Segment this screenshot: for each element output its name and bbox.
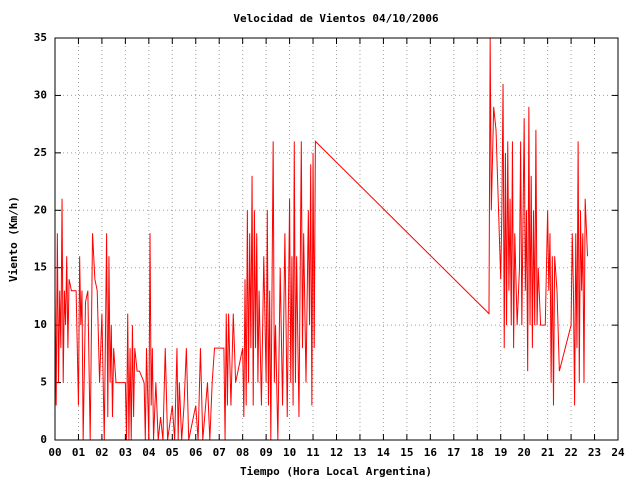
y-tick-label: 0: [40, 433, 47, 446]
x-tick-label: 14: [377, 446, 391, 459]
y-axis-label: Viento (Km/h): [7, 196, 20, 282]
chart-title: Velocidad de Vientos 04/10/2006: [233, 12, 439, 25]
y-tick-label: 35: [34, 31, 47, 44]
x-tick-label: 10: [283, 446, 296, 459]
x-tick-label: 18: [471, 446, 484, 459]
x-tick-label: 04: [142, 446, 156, 459]
x-tick-label: 21: [541, 446, 555, 459]
y-tick-label: 25: [34, 146, 47, 159]
x-tick-label: 08: [236, 446, 249, 459]
y-tick-label: 20: [34, 203, 47, 216]
x-tick-label: 23: [588, 446, 601, 459]
x-tick-label: 09: [260, 446, 273, 459]
x-tick-label: 12: [330, 446, 343, 459]
x-tick-label: 03: [119, 446, 132, 459]
y-tick-label: 15: [34, 261, 47, 274]
x-tick-label: 22: [564, 446, 577, 459]
y-tick-label: 30: [34, 88, 47, 101]
x-tick-label: 13: [353, 446, 366, 459]
x-tick-label: 20: [518, 446, 531, 459]
x-tick-label: 17: [447, 446, 460, 459]
x-tick-label: 01: [72, 446, 86, 459]
x-tick-label: 05: [166, 446, 179, 459]
x-tick-label: 15: [400, 446, 413, 459]
x-tick-label: 00: [48, 446, 61, 459]
x-tick-label: 02: [95, 446, 108, 459]
x-tick-label: 16: [424, 446, 438, 459]
data-line: [54, 37, 588, 441]
x-tick-label: 19: [494, 446, 507, 459]
x-tick-label: 24: [611, 446, 625, 459]
y-tick-label: 5: [40, 376, 47, 389]
x-tick-label: 11: [306, 446, 320, 459]
x-tick-label: 06: [189, 446, 203, 459]
x-tick-label: 07: [213, 446, 226, 459]
y-tick-label: 10: [34, 318, 47, 331]
x-axis-label: Tiempo (Hora Local Argentina): [240, 465, 432, 478]
plot-border: [54, 37, 619, 441]
